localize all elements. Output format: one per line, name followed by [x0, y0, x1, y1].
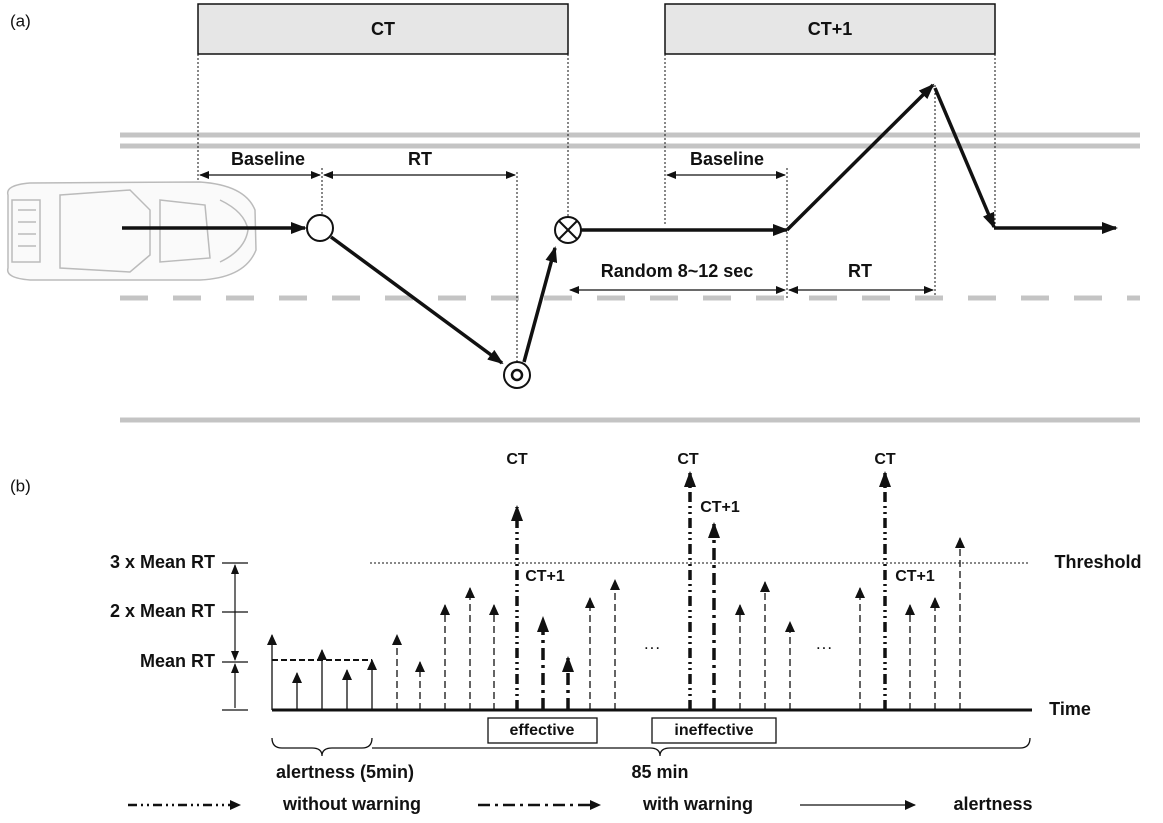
interval-label: RT [408, 149, 432, 169]
outcome-label: ineffective [674, 722, 753, 739]
vehicle-path [122, 85, 1116, 388]
response-arrows [272, 473, 960, 710]
panel-label: (b) [10, 476, 31, 495]
y-axis [222, 563, 248, 710]
y-label: Mean RT [140, 651, 215, 671]
period-label: 85 min [631, 762, 688, 782]
interval-label: Baseline [690, 149, 764, 169]
ct-label: CT [506, 451, 528, 468]
interval-label: Baseline [231, 149, 305, 169]
ellipsis: ··· [816, 637, 833, 656]
legend-label: without warning [282, 794, 421, 814]
ct-label: CT [677, 451, 699, 468]
legend-label: with warning [642, 794, 753, 814]
legend-label: alertness [953, 794, 1032, 814]
window-label: CT+1 [808, 19, 853, 39]
ct-label: CT [874, 451, 896, 468]
car [8, 182, 256, 280]
guide-lines [198, 54, 995, 365]
ct1-label: CT+1 [525, 568, 565, 585]
ct1-label: CT+1 [700, 499, 740, 516]
interval-label: RT [848, 261, 872, 281]
diagram: (a) CT CT+1 Baseline RT Baseline Random … [0, 0, 1163, 823]
ct1-label: CT+1 [895, 568, 935, 585]
threshold-label: Threshold [1054, 552, 1141, 572]
braces [272, 738, 1030, 756]
panel-label: (a) [10, 11, 31, 30]
window-label: CT [371, 19, 395, 39]
period-label: alertness (5min) [276, 762, 414, 782]
y-label: 3 x Mean RT [110, 552, 215, 572]
outcome-label: effective [510, 722, 575, 739]
time-label: Time [1049, 699, 1091, 719]
y-label: 2 x Mean RT [110, 601, 215, 621]
interval-label: Random 8~12 sec [601, 261, 754, 281]
ellipsis: ··· [644, 637, 661, 656]
